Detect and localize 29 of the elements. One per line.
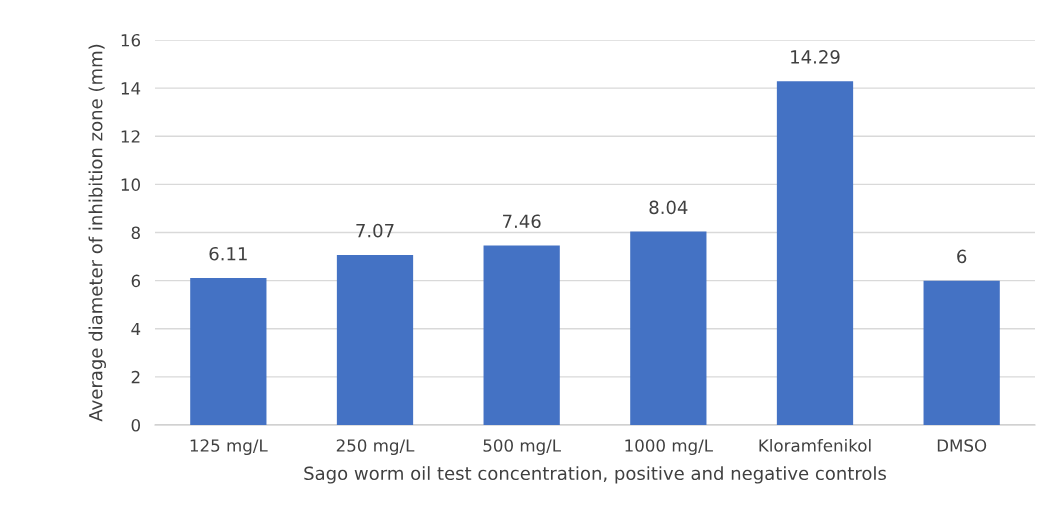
bar: [336, 254, 414, 425]
y-tick-label: 6: [131, 274, 141, 288]
data-label: 6.11: [209, 246, 247, 261]
y-axis-title: Average diameter of inhibition zone (mm): [88, 44, 107, 422]
y-tick-label: 14: [121, 82, 141, 95]
y-tick-label: 16: [121, 33, 141, 47]
bar: [776, 81, 854, 425]
bar: [483, 245, 560, 425]
data-label: 7.46: [503, 214, 541, 229]
x-tick-label: Kloramfenikol: [759, 438, 871, 452]
data-label: 7.07: [356, 223, 394, 238]
y-tick-label: 2: [131, 370, 140, 384]
y-tick-label: 10: [121, 178, 140, 191]
x-tick-label: 125 mg/L: [190, 439, 268, 456]
bar: [923, 280, 1000, 425]
y-tick-label: 4: [131, 322, 141, 336]
x-tick-label: 500 mg/L: [483, 439, 561, 456]
x-tick-label: 1000 mg/L: [625, 439, 713, 456]
data-label: 14.29: [791, 50, 840, 64]
bar: [630, 231, 707, 425]
y-tick-label: 12: [121, 130, 140, 143]
x-tick-label: DMSO: [937, 439, 987, 452]
x-tick-label: 250 mg/L: [336, 439, 415, 456]
y-tick-label: 0: [131, 418, 140, 432]
data-label: 8.04: [649, 200, 688, 215]
x-axis-title: Sago worm oil test concentration, positive and negative controls: [304, 466, 886, 484]
bar: [190, 277, 267, 425]
y-tick-label: 8: [131, 226, 140, 240]
data-label: 6: [957, 249, 967, 264]
